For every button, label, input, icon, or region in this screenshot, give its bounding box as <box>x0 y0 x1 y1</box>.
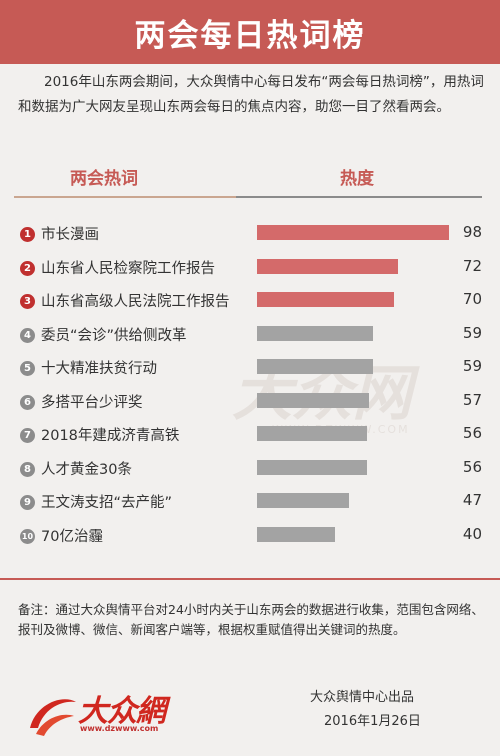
heat-value: 59 <box>462 323 482 342</box>
heat-bar <box>257 493 350 508</box>
rank-badge: 8 <box>20 461 35 477</box>
rank-badge: 6 <box>20 394 35 410</box>
heat-value: 56 <box>462 457 482 476</box>
heat-value: 72 <box>462 256 482 275</box>
hot-word-label: 2018年建成济青高铁 <box>41 428 180 444</box>
hot-word-label: 山东省高级人民法院工作报告 <box>41 294 230 310</box>
column-header-heat: 热度 <box>340 169 374 189</box>
heat-bar <box>257 325 373 341</box>
heat-value: 47 <box>462 491 482 509</box>
footnote: 备注：通过大众舆情平台对24小时内关于山东两会的数据进行收集，范围包含网络、报刊… <box>18 602 484 637</box>
heat-bar <box>257 225 450 240</box>
heat-bar <box>257 258 399 274</box>
hot-word-label: 委员“会诊”供给侧改革 <box>41 327 187 344</box>
rank-badge: 5 <box>20 361 35 376</box>
logo-url: www.dzwww.com <box>80 724 159 733</box>
chart-row: 6 多搭平台少评奖 57 <box>0 389 500 422</box>
column-header-terms: 两会热词 <box>70 169 138 189</box>
publisher-label: 大众舆情中心出品 <box>310 690 415 705</box>
rank-badge: 9 <box>20 495 35 510</box>
heat-value: 56 <box>462 424 482 442</box>
page-title: 两会每日热词榜 <box>134 17 366 54</box>
publish-date: 2016年1月26日 <box>324 714 421 729</box>
heat-value: 98 <box>462 223 482 241</box>
heat-bar <box>257 359 373 374</box>
chart-row: 4 委员“会诊”供给侧改革 59 <box>0 322 500 355</box>
hot-word-label: 多搭平台少评奖 <box>41 394 143 411</box>
chart-row: 8 人才黄金30条 56 <box>0 456 500 489</box>
heat-value: 59 <box>462 357 482 375</box>
rank-badge: 2 <box>20 260 35 276</box>
heat-value: 40 <box>462 524 482 543</box>
intro-paragraph: 2016年山东两会期间，大众舆情中心每日发布“两会每日热词榜”，用热词和数据为广… <box>18 74 484 115</box>
heat-bar <box>257 392 369 408</box>
heat-bar <box>257 426 367 441</box>
header-underline-left <box>14 196 236 198</box>
heat-bar <box>257 459 367 475</box>
header-underline-right <box>236 196 482 198</box>
rank-badge: 3 <box>20 294 35 309</box>
chart-row: 3 山东省高级人民法院工作报告 70 <box>0 288 500 321</box>
logo-text: 大众網 <box>78 694 166 729</box>
hot-word-label: 人才黄金30条 <box>41 461 132 478</box>
heat-bar <box>257 292 395 307</box>
heat-value: 57 <box>462 390 482 409</box>
hot-word-label: 市长漫画 <box>41 227 99 243</box>
hot-word-label: 70亿治霾 <box>41 528 103 545</box>
chart-row: 9 王文涛支招“去产能” 47 <box>0 489 500 522</box>
dzwww-logo: 大众網 www.dzwww.com <box>22 684 172 748</box>
rank-badge: 10 <box>20 528 35 544</box>
chart-row: 7 2018年建成济青高铁 56 <box>0 422 500 455</box>
hot-word-label: 王文涛支招“去产能” <box>41 495 173 511</box>
rank-badge: 7 <box>20 428 35 443</box>
rank-badge: 4 <box>20 327 35 343</box>
heat-value: 70 <box>462 290 482 308</box>
chart-row: 10 70亿治霾 40 <box>0 523 500 556</box>
rank-badge: 1 <box>20 227 35 242</box>
footer-divider <box>0 578 500 580</box>
hot-word-label: 山东省人民检察院工作报告 <box>41 260 215 277</box>
chart-row: 5 十大精准扶贫行动 59 <box>0 355 500 388</box>
hot-word-label: 十大精准扶贫行动 <box>41 361 157 377</box>
chart-row: 1 市长漫画 98 <box>0 221 500 254</box>
title-banner: 两会每日热词榜 <box>0 0 500 64</box>
logo-swirl-icon <box>30 699 76 736</box>
heat-bar <box>257 526 336 542</box>
chart-row: 2 山东省人民检察院工作报告 72 <box>0 255 500 288</box>
